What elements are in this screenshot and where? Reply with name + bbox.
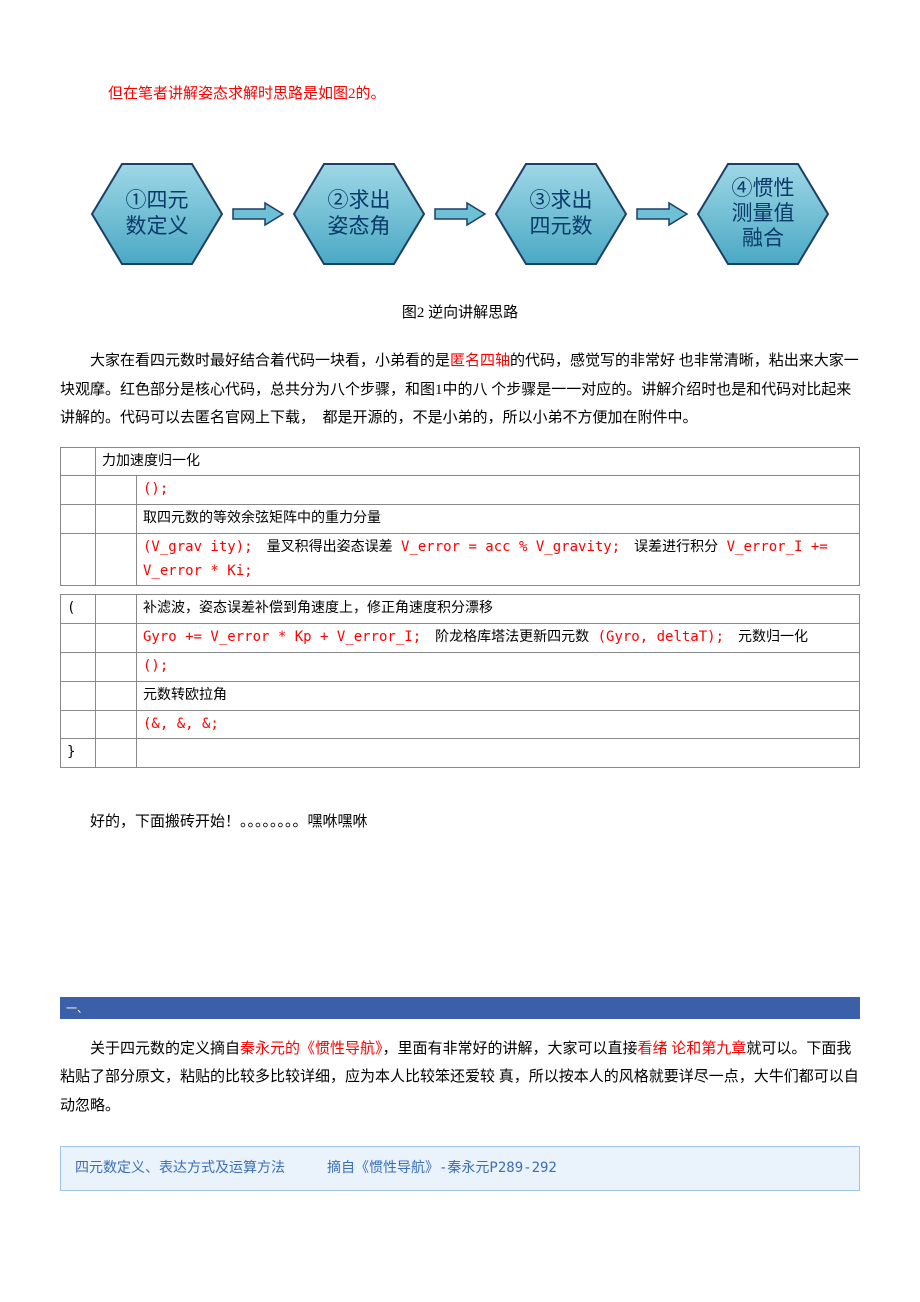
code-line-8: 元数转欧拉角 xyxy=(137,681,860,710)
code-line-4b1: 量叉积得出姿态误差 xyxy=(253,539,401,555)
para3-red1: 秦永元的《惯性导航》 xyxy=(240,1041,383,1057)
figure-caption: 图2 逆向讲解思路 xyxy=(60,299,860,328)
flow-node-4: ④惯性 测量值 融合 xyxy=(693,159,833,269)
code-line-9: (&, &, &; xyxy=(143,716,219,732)
flow-node-1-label: ①四元 数定义 xyxy=(87,159,227,269)
table-row: (); xyxy=(61,476,860,505)
code-line-7: (); xyxy=(143,658,168,674)
table-row: 力加速度归一化 xyxy=(61,447,860,476)
flow-node-2: ②求出 姿态角 xyxy=(289,159,429,269)
table-row: (); xyxy=(61,653,860,682)
citation-box: 四元数定义、表达方式及运算方法 摘自《惯性导航》-秦永元P289-292 xyxy=(60,1146,860,1191)
table-row: (V_grav ity); 量叉积得出姿态误差 V_error = acc % … xyxy=(61,533,860,586)
code-line-6b2: 元数归一化 xyxy=(724,629,808,645)
code-line-6r1: Gyro += V_error * Kp + V_error_I; xyxy=(143,629,421,645)
paragraph-2: 好的，下面搬砖开始！。。。。。。。。嘿咻嘿咻 xyxy=(60,808,860,837)
code-line-4r2: V_error = acc % V_gravity; xyxy=(401,539,620,555)
code-line-3: 取四元数的等效余弦矩阵中的重力分量 xyxy=(137,505,860,534)
flow-arrow-1 xyxy=(231,199,285,229)
code-line-1: 力加速度归一化 xyxy=(96,447,860,476)
code-line-5: 补滤波，姿态误差补偿到角速度上，修正角速度积分漂移 xyxy=(137,595,860,624)
table-row: ( 补滤波，姿态误差补偿到角速度上，修正角速度积分漂移 xyxy=(61,595,860,624)
code-line-6b1: 阶龙格库塔法更新四元数 xyxy=(421,629,597,645)
flow-arrow-3 xyxy=(635,199,689,229)
code-line-4b2: 误差进行积分 xyxy=(620,539,726,555)
code-line-6r2: (Gyro, deltaT); xyxy=(598,629,724,645)
para3-b: ，里面有非常好的讲解，大家可以直接 xyxy=(383,1041,638,1057)
top-note-text: 但在笔者讲解姿态求解时思路是如图2的。 xyxy=(108,86,386,102)
code-line-4r1: (V_grav ity); xyxy=(143,539,253,555)
table-row: 元数转欧拉角 xyxy=(61,681,860,710)
table-row: (&, &, &; xyxy=(61,710,860,739)
code-line-2: (); xyxy=(143,481,168,497)
table-row: } xyxy=(61,739,860,768)
top-note: 但在笔者讲解姿态求解时思路是如图2的。 xyxy=(108,80,860,109)
code-table-2: ( 补滤波，姿态误差补偿到角速度上，修正角速度积分漂移 Gyro += V_er… xyxy=(60,594,860,768)
section-bar: 一、 xyxy=(60,997,860,1019)
flow-node-3-label: ③求出 四元数 xyxy=(491,159,631,269)
table-row: Gyro += V_error * Kp + V_error_I; 阶龙格库塔法… xyxy=(61,624,860,653)
paragraph-3: 关于四元数的定义摘自秦永元的《惯性导航》，里面有非常好的讲解，大家可以直接看绪 … xyxy=(60,1035,860,1121)
para3-red2: 看绪 论和第九章 xyxy=(638,1041,747,1057)
flow-node-4-label: ④惯性 测量值 融合 xyxy=(693,159,833,269)
flow-node-2-label: ②求出 姿态角 xyxy=(289,159,429,269)
para3-a: 关于四元数的定义摘自 xyxy=(90,1041,240,1057)
paragraph-1: 大家在看四元数时最好结合着代码一块看，小弟看的是匿名四轴的代码，感觉写的非常好 … xyxy=(60,347,860,433)
code-table-1: 力加速度归一化 (); 取四元数的等效余弦矩阵中的重力分量 (V_grav it… xyxy=(60,447,860,587)
flowchart: ①四元 数定义 ②求出 姿态角 ③求出 四元数 xyxy=(60,159,860,269)
flow-node-3: ③求出 四元数 xyxy=(491,159,631,269)
para1-a: 大家在看四元数时最好结合着代码一块看，小弟看的是 xyxy=(90,353,450,369)
flow-arrow-2 xyxy=(433,199,487,229)
code-line-5-left: ( xyxy=(61,595,96,624)
para1-red: 匿名四轴 xyxy=(450,353,510,369)
code-line-10: } xyxy=(61,739,96,768)
document-page: 但在笔者讲解姿态求解时思路是如图2的。 ①四元 数定义 xyxy=(0,0,920,1231)
table-row: 取四元数的等效余弦矩阵中的重力分量 xyxy=(61,505,860,534)
flow-node-1: ①四元 数定义 xyxy=(87,159,227,269)
